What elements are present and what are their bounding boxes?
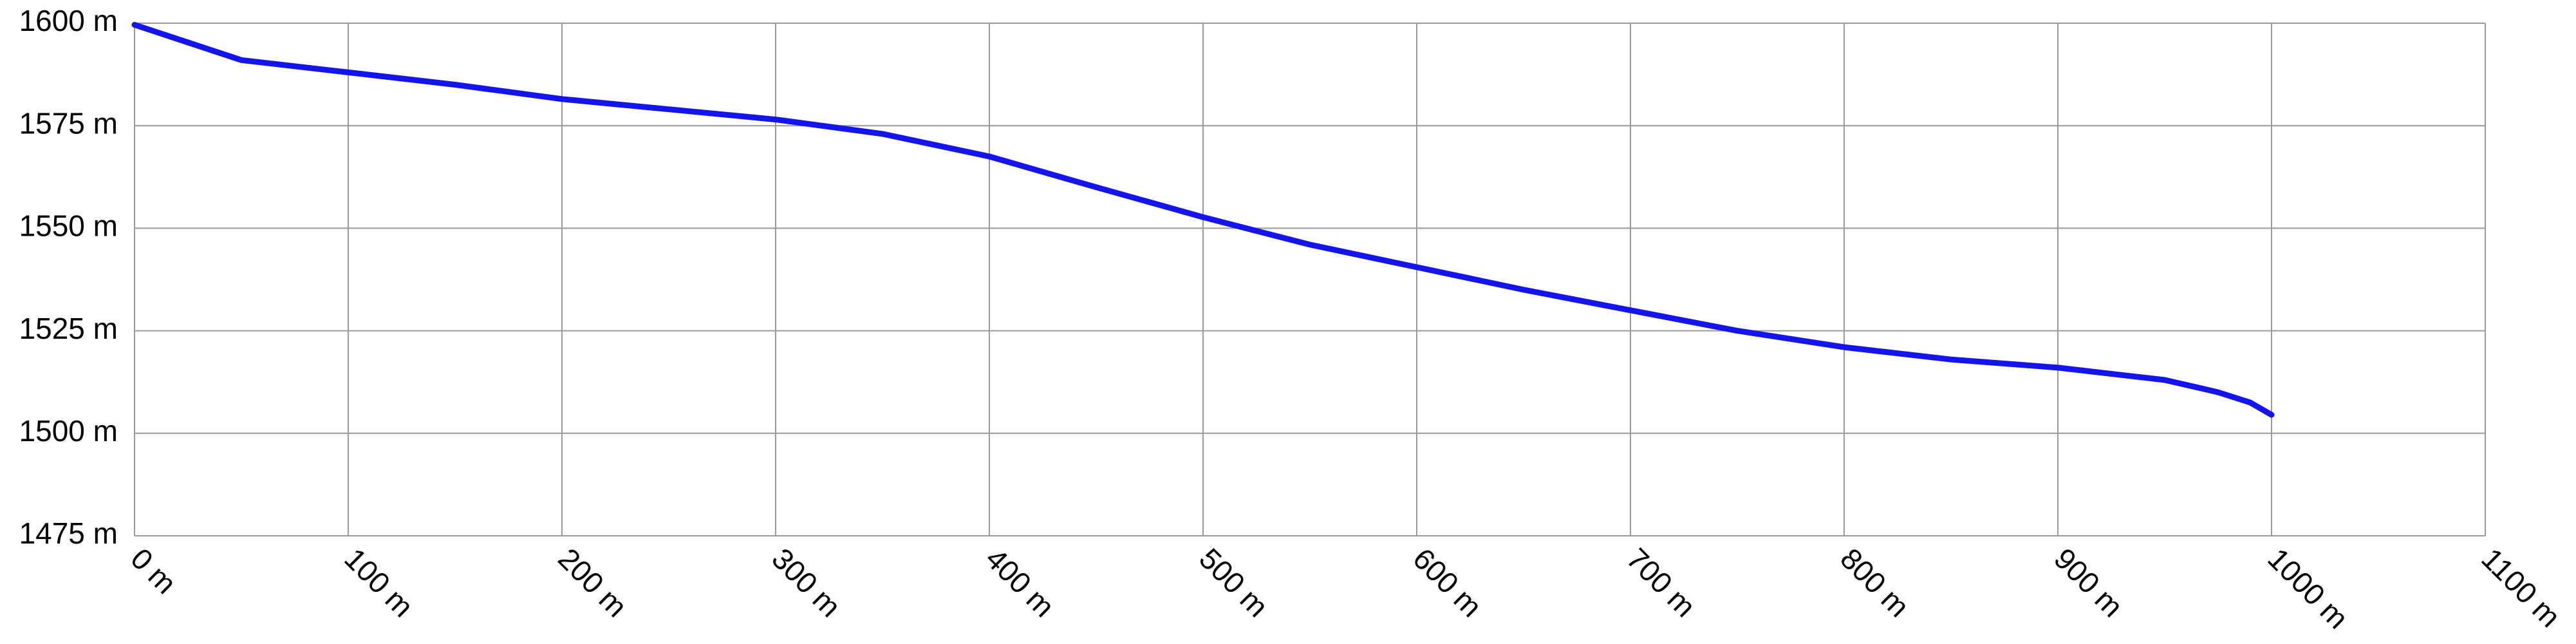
y-tick-label: 1575 m <box>19 106 118 140</box>
y-tick-label: 1475 m <box>19 516 118 550</box>
x-tick-label: 1100 m <box>2475 542 2567 634</box>
x-tick-label: 500 m <box>1193 542 1274 623</box>
x-tick-label: 900 m <box>2048 542 2129 623</box>
x-tick-label: 600 m <box>1406 542 1488 623</box>
y-tick-label: 1550 m <box>19 209 118 243</box>
x-tick-label: 300 m <box>765 542 847 623</box>
x-tick-label: 400 m <box>979 542 1061 623</box>
y-tick-label: 1600 m <box>19 4 118 37</box>
elevation-line <box>131 22 2275 418</box>
x-tick-label: 800 m <box>1834 542 1916 623</box>
y-tick-label: 1500 m <box>19 414 118 448</box>
x-tick-label: 0 m <box>124 542 183 600</box>
x-tick-label: 700 m <box>1620 542 1702 623</box>
x-tick-label: 100 m <box>338 542 420 623</box>
y-tick-label: 1525 m <box>19 312 118 345</box>
x-tick-label: 200 m <box>552 542 633 623</box>
x-tick-label: 1000 m <box>2261 542 2355 635</box>
